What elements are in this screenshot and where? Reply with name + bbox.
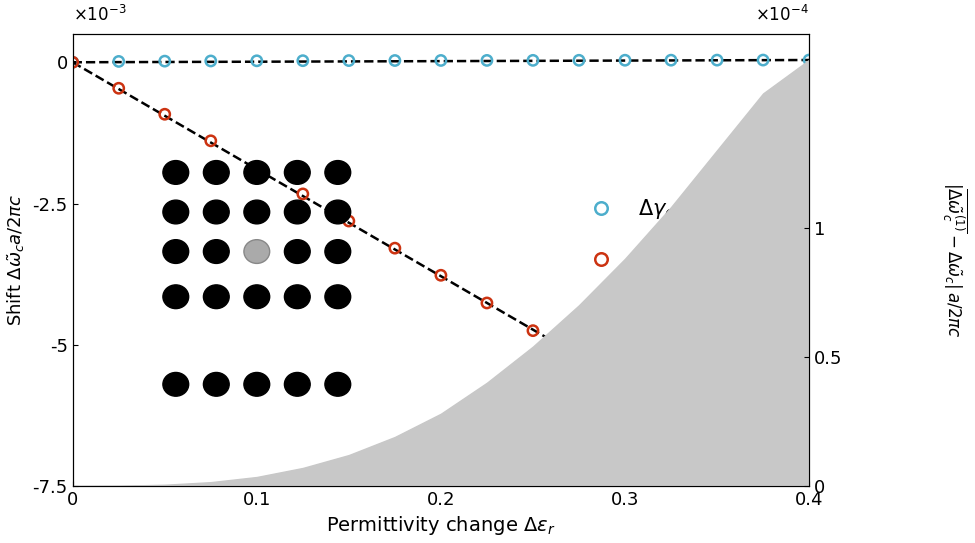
Ellipse shape [325,239,351,263]
Point [756,56,771,65]
Point [663,56,679,65]
Point [801,485,817,494]
Point [571,355,587,363]
Text: $\times 10^{-3}$: $\times 10^{-3}$ [73,5,126,25]
Point [526,326,541,335]
Point [341,56,357,65]
Ellipse shape [325,372,351,396]
Point [157,110,173,118]
Ellipse shape [204,161,229,184]
Ellipse shape [163,161,189,184]
Ellipse shape [285,200,310,224]
Point [617,383,633,392]
Point [65,58,81,67]
Point [295,190,311,198]
Point [526,56,541,65]
Point [249,56,264,65]
Ellipse shape [325,161,351,184]
Text: $\times 10^{-4}$: $\times 10^{-4}$ [756,5,809,25]
Point [111,57,127,66]
Ellipse shape [285,285,310,308]
Ellipse shape [163,200,189,224]
Point [709,56,724,65]
Ellipse shape [325,200,351,224]
Ellipse shape [204,239,229,263]
Point [801,56,817,65]
Point [295,56,311,65]
Ellipse shape [204,285,229,308]
Ellipse shape [244,372,270,396]
Point [433,56,448,65]
Ellipse shape [285,239,310,263]
Ellipse shape [325,285,351,308]
Ellipse shape [244,200,270,224]
Point [65,58,81,67]
Point [111,84,127,93]
Ellipse shape [285,372,310,396]
Y-axis label: $|\overline{\Delta\tilde{\omega}_c^{(1)}} - \Delta\tilde{\omega}_c|\,a/2\pi c$: $|\overline{\Delta\tilde{\omega}_c^{(1)}… [940,182,969,338]
Ellipse shape [244,161,270,184]
Point [157,57,173,66]
Ellipse shape [244,239,270,263]
Point [617,56,633,65]
Point [203,56,218,65]
Ellipse shape [244,285,270,308]
Legend: $\Delta\gamma_c$, $\Delta\omega_c$: $\Delta\gamma_c$, $\Delta\omega_c$ [571,189,688,280]
Ellipse shape [163,372,189,396]
Ellipse shape [285,161,310,184]
Point [571,56,587,65]
X-axis label: Permittivity change $\Delta\epsilon_r$: Permittivity change $\Delta\epsilon_r$ [327,514,556,538]
Point [479,299,494,307]
Ellipse shape [204,200,229,224]
Point [756,464,771,472]
Ellipse shape [163,239,189,263]
Point [341,217,357,225]
Point [387,244,403,252]
Y-axis label: Shift $\Delta\tilde{\omega}_c a/2\pi c$: Shift $\Delta\tilde{\omega}_c a/2\pi c$ [6,194,27,326]
Point [709,441,724,450]
Point [387,56,403,65]
Point [663,412,679,421]
Ellipse shape [204,372,229,396]
Point [249,163,264,172]
Point [203,136,218,145]
Point [433,271,448,280]
Ellipse shape [163,285,189,308]
Point [479,56,494,65]
